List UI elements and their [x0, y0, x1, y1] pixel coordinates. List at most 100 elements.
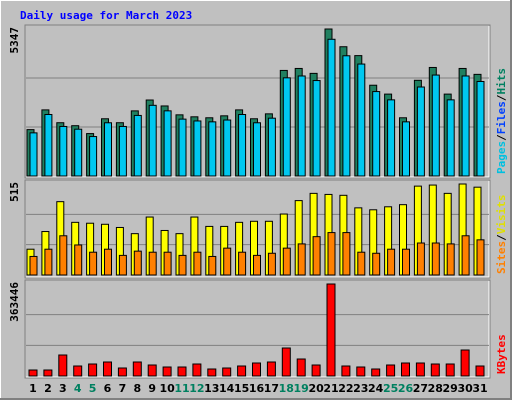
- panel-bevel: [26, 181, 490, 278]
- bar: [476, 80, 485, 177]
- bar: [178, 118, 187, 177]
- axis-label: Sites/Visits: [495, 195, 508, 275]
- axis-label-part: /: [495, 134, 508, 141]
- bar: [74, 244, 83, 276]
- bar: [43, 369, 53, 377]
- x-tick-label: 24: [368, 382, 384, 395]
- x-tick-label: 9: [148, 382, 156, 395]
- bar: [208, 121, 217, 177]
- x-tick-label: 1: [29, 382, 37, 395]
- bar: [104, 248, 112, 276]
- bar: [357, 63, 366, 177]
- bar: [238, 114, 247, 177]
- x-tick-label: 6: [104, 382, 112, 395]
- bar: [133, 114, 142, 177]
- bar: [88, 363, 98, 377]
- bar: [222, 367, 232, 377]
- bar: [162, 366, 172, 377]
- x-tick-label: 8: [133, 382, 141, 395]
- x-tick-label: 25: [383, 382, 398, 395]
- bar: [193, 120, 202, 177]
- bar: [59, 125, 68, 177]
- x-tick-label: 15: [234, 382, 249, 395]
- x-tick-label: 23: [353, 382, 368, 395]
- bar: [446, 243, 455, 276]
- x-tick-label: 14: [219, 382, 235, 395]
- bar: [177, 366, 187, 377]
- x-tick-label: 29: [443, 382, 458, 395]
- x-tick-label: 5: [89, 382, 97, 395]
- bar: [238, 251, 247, 276]
- bar: [133, 250, 142, 276]
- x-tick-label: 16: [249, 382, 265, 395]
- bar: [312, 236, 321, 276]
- bar: [147, 364, 157, 377]
- bar: [163, 110, 172, 177]
- bar: [253, 254, 261, 276]
- bar: [163, 251, 172, 276]
- bar: [327, 232, 336, 276]
- axis-label-part: Visits: [495, 195, 508, 235]
- axis-label: Pages/Files/Hits: [495, 68, 508, 174]
- axis-label-part: Sites: [495, 241, 508, 274]
- bar: [461, 75, 470, 177]
- panel-bevel: [26, 26, 490, 178]
- x-tick-label: 28: [428, 382, 443, 395]
- x-tick-label: 11: [174, 382, 189, 395]
- chart-title: Daily usage for March 2023: [20, 9, 192, 22]
- bar: [460, 349, 470, 377]
- x-tick-label: 26: [398, 382, 414, 395]
- bar: [297, 243, 306, 276]
- bar: [178, 254, 187, 276]
- x-tick-label: 3: [59, 382, 67, 395]
- bar: [475, 365, 485, 377]
- bar: [74, 128, 83, 177]
- bar: [416, 242, 425, 276]
- y-tick-label: 515: [8, 182, 21, 202]
- bar: [281, 347, 291, 377]
- bar: [386, 364, 396, 377]
- x-tick-label: 4: [74, 382, 82, 395]
- panel: [24, 279, 491, 379]
- x-tick-label: 27: [413, 382, 428, 395]
- bar: [58, 354, 68, 377]
- x-tick-label: 2: [44, 382, 52, 395]
- bar: [132, 361, 142, 377]
- bar: [326, 283, 336, 377]
- bar: [296, 358, 306, 377]
- y-tick-label: 5347: [8, 27, 21, 54]
- axis-label-part: Pages: [495, 141, 508, 174]
- bar: [461, 235, 470, 276]
- axis-label-part: Files: [495, 101, 508, 134]
- x-tick-label: 17: [264, 382, 279, 395]
- axis-label-part: Hits: [495, 68, 508, 95]
- axis-label: KBytes: [495, 334, 508, 374]
- bar: [431, 74, 440, 177]
- bar: [223, 247, 232, 276]
- bar: [297, 75, 306, 177]
- bar: [387, 248, 396, 276]
- x-tick-label: 31: [472, 382, 487, 395]
- bar: [430, 363, 440, 377]
- panel-bevel: [26, 281, 490, 378]
- bar: [148, 251, 157, 276]
- bar: [237, 365, 247, 377]
- bar: [29, 255, 38, 276]
- bar: [357, 251, 366, 276]
- bar: [192, 363, 202, 377]
- bar: [118, 125, 127, 177]
- bar: [402, 121, 410, 177]
- bar: [341, 365, 351, 377]
- bar: [103, 361, 112, 377]
- bar: [89, 251, 98, 276]
- bar: [401, 362, 410, 377]
- bar: [312, 80, 321, 177]
- bar: [311, 364, 321, 377]
- bar: [431, 242, 440, 276]
- bar: [223, 119, 232, 177]
- bar: [59, 235, 68, 276]
- bar: [415, 362, 425, 377]
- x-tick-label: 19: [294, 382, 309, 395]
